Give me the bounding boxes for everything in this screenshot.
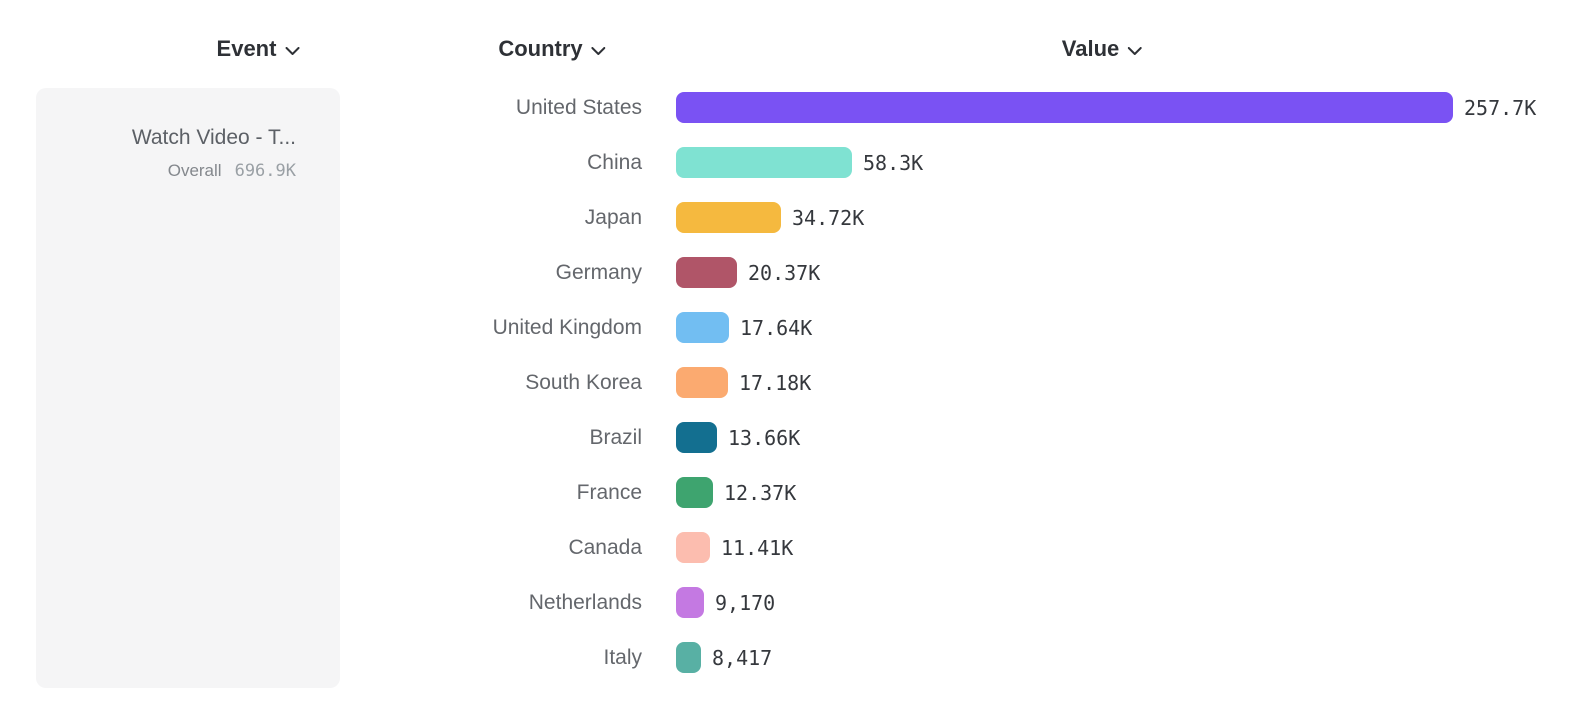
column-header-value[interactable]: Value — [1061, 36, 1143, 62]
value-bar[interactable] — [676, 147, 852, 178]
country-label: Germany — [555, 260, 642, 284]
value-label: 9,170 — [715, 590, 776, 615]
value-label: 12.37K — [724, 480, 797, 505]
chart-row: Canada 11.41K — [0, 532, 1584, 563]
country-label: Canada — [568, 535, 642, 559]
value-bar[interactable] — [676, 367, 728, 398]
country-label: United States — [515, 95, 642, 119]
value-label: 58.3K — [863, 150, 924, 175]
value-bar[interactable] — [676, 532, 710, 563]
value-bar[interactable] — [676, 477, 713, 508]
country-label: Italy — [603, 645, 642, 669]
event-name: Watch Video - T... — [131, 126, 296, 149]
country-label: France — [576, 480, 642, 504]
event-metric: Overall 696.9K — [52, 158, 296, 184]
value-bar[interactable] — [676, 257, 737, 288]
value-label: 13.66K — [728, 425, 801, 450]
value-label: 11.41K — [721, 535, 794, 560]
chart-row: Netherlands 9,170 — [0, 587, 1584, 618]
value-label: 257.7K — [1464, 95, 1537, 120]
column-header-event-label: Event — [216, 36, 277, 61]
country-label: South Korea — [525, 370, 642, 394]
column-header-event[interactable]: Event — [217, 36, 300, 62]
chart-row: Germany 20.37K — [0, 257, 1584, 288]
chart-row: Brazil 13.66K — [0, 422, 1584, 453]
chart-row: Japan 34.72K — [0, 202, 1584, 233]
country-label: Brazil — [589, 425, 642, 449]
value-bar[interactable] — [676, 642, 701, 673]
country-label: United Kingdom — [492, 315, 642, 339]
value-bar[interactable] — [676, 312, 729, 343]
overall-label: Overall — [167, 161, 222, 180]
column-header-country[interactable]: Country — [498, 36, 606, 62]
country-label: Japan — [584, 205, 642, 229]
value-label: 8,417 — [712, 645, 773, 670]
event-card[interactable]: Watch Video - T... Overall 696.9K — [36, 88, 340, 688]
value-bar[interactable] — [676, 422, 717, 453]
value-label: 34.72K — [792, 205, 865, 230]
value-label: 20.37K — [748, 260, 821, 285]
column-header-country-label: Country — [498, 36, 583, 61]
chart-row: United States 257.7K — [0, 92, 1584, 123]
chevron-down-icon — [591, 44, 606, 55]
overall-value: 696.9K — [234, 161, 296, 181]
value-bar[interactable] — [676, 202, 781, 233]
country-label: China — [587, 150, 642, 174]
column-header-value-label: Value — [1061, 36, 1120, 61]
chart-row: United Kingdom 17.64K — [0, 312, 1584, 343]
chart-row: Italy 8,417 — [0, 642, 1584, 673]
country-label: Netherlands — [528, 590, 642, 614]
chart-row: South Korea 17.18K — [0, 367, 1584, 398]
chart-row: France 12.37K — [0, 477, 1584, 508]
value-bar[interactable] — [676, 587, 704, 618]
value-label: 17.18K — [739, 370, 812, 395]
chevron-down-icon — [285, 44, 300, 55]
value-bar[interactable] — [676, 92, 1453, 123]
chart-row: China 58.3K — [0, 147, 1584, 178]
chevron-down-icon — [1128, 44, 1143, 55]
value-label: 17.64K — [740, 315, 813, 340]
